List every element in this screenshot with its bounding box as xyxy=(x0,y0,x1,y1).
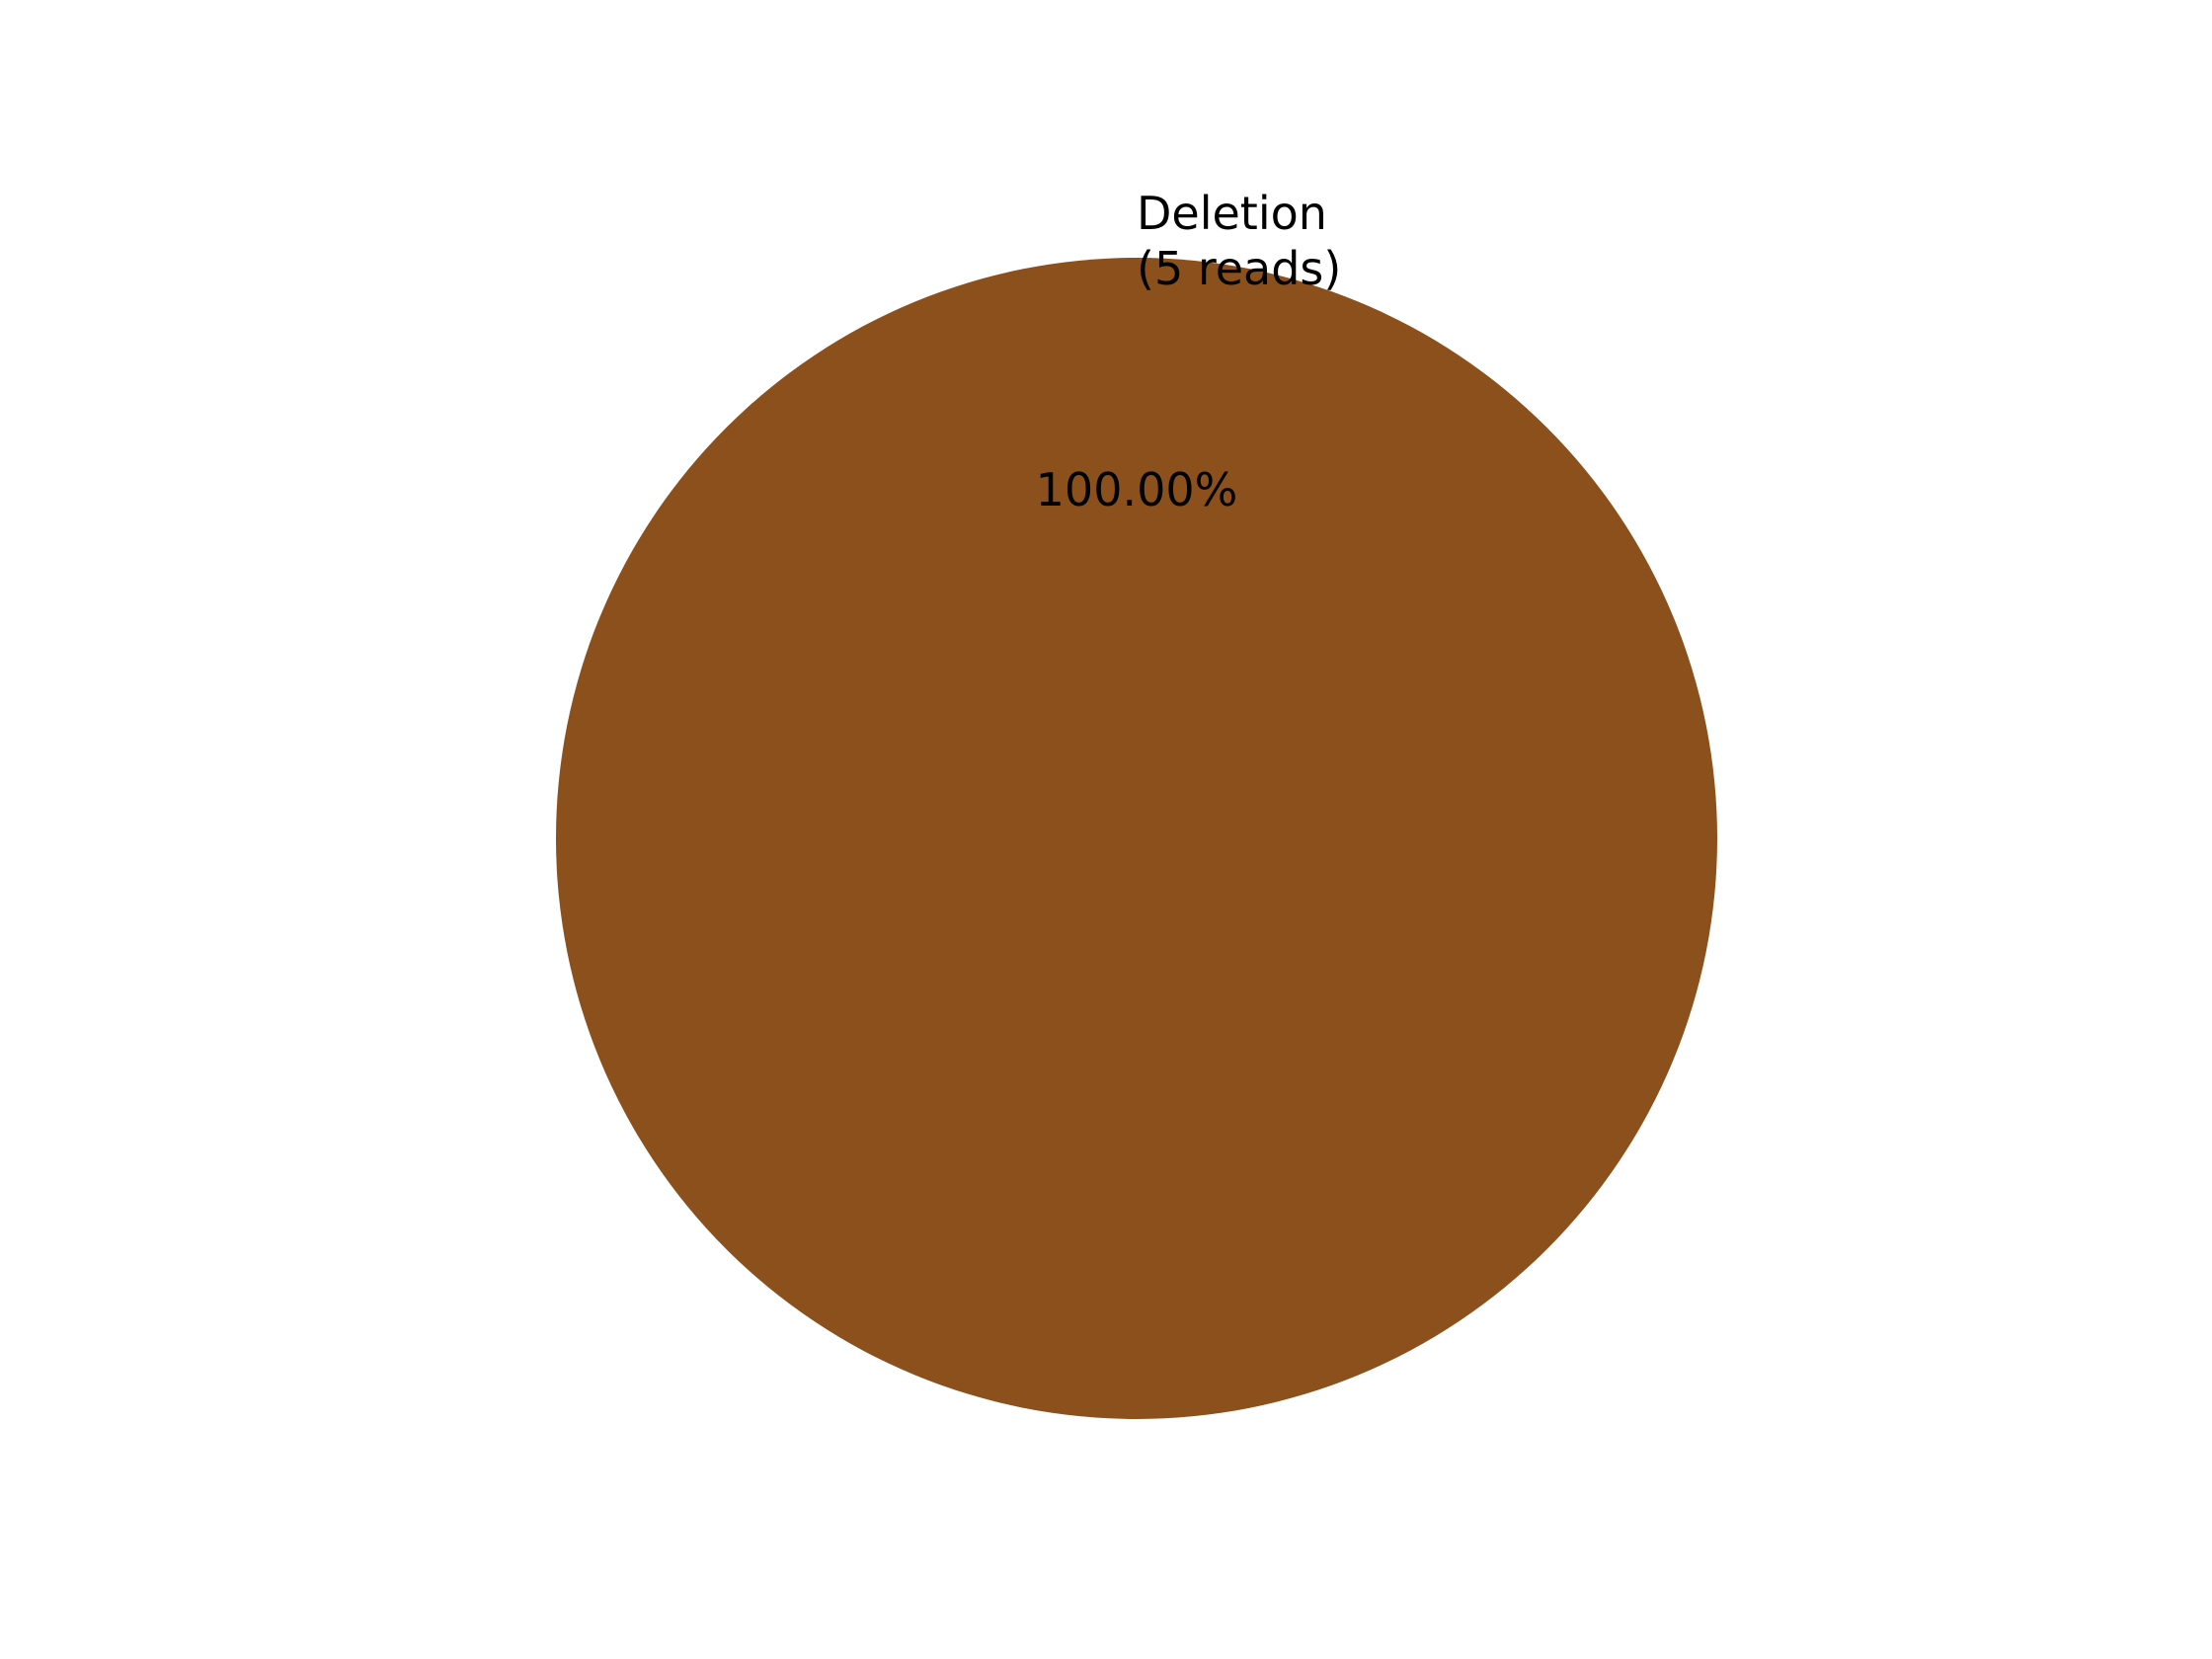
pie-slice-reads-label: (5 reads) xyxy=(1137,242,1341,295)
pie-percent-label: 100.00% xyxy=(1036,463,1238,516)
pie-slices xyxy=(556,258,1717,1419)
pie-labels: 100.00% Deletion(5 reads) xyxy=(1036,187,1342,516)
pie-slice-label: Deletion xyxy=(1137,187,1327,240)
pie-slice-deletion xyxy=(556,258,1717,1419)
